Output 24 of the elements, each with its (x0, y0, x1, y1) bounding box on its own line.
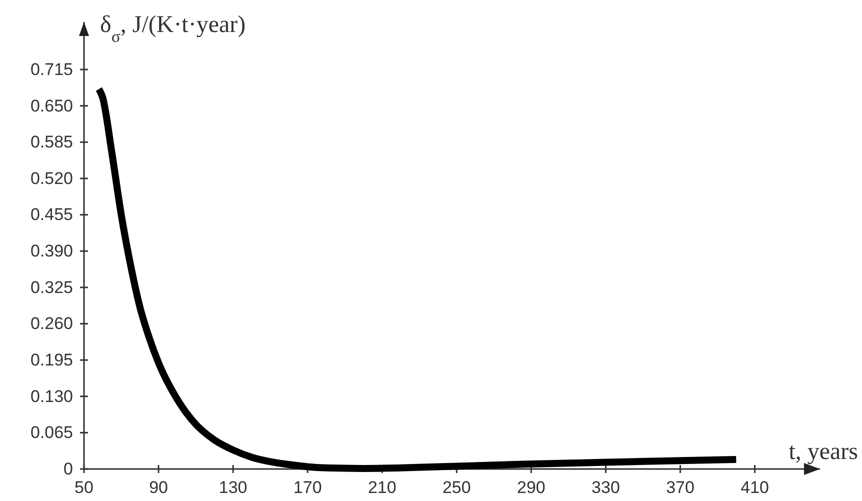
y-tick-label: 0.390 (30, 242, 73, 261)
y-tick-label: 0.195 (30, 350, 73, 370)
y-tick-label: 0.585 (30, 132, 73, 152)
x-tick-label: 290 (517, 478, 546, 498)
x-tick-label: 90 (149, 478, 168, 498)
y-tick-label: 0.455 (30, 205, 73, 224)
x-tick-label: 410 (740, 478, 769, 498)
x-tick-label: 210 (368, 478, 396, 498)
y-tick-label: 0.715 (30, 60, 73, 79)
y-tick-label: 0.260 (30, 314, 73, 334)
x-tick-label: 330 (592, 478, 620, 498)
x-tick-label: 130 (218, 478, 248, 498)
x-axis-title: t, years (788, 439, 858, 465)
x-tick-label: 370 (666, 478, 694, 498)
y-tick-label: 0 (64, 459, 73, 478)
y-tick-label: 0.520 (30, 168, 73, 188)
x-tick-label: 50 (74, 478, 94, 498)
y-axis-title: δ$_{σ}$, J/(K·t·year) (100, 12, 246, 46)
x-tick-label: 250 (442, 478, 471, 498)
y-tick-label: 0.325 (30, 278, 73, 297)
y-tick-label: 0.650 (30, 96, 73, 116)
y-tick-label: 0.065 (30, 423, 73, 442)
x-tick-label: 170 (293, 478, 322, 498)
y-tick-label: 0.130 (30, 386, 73, 406)
